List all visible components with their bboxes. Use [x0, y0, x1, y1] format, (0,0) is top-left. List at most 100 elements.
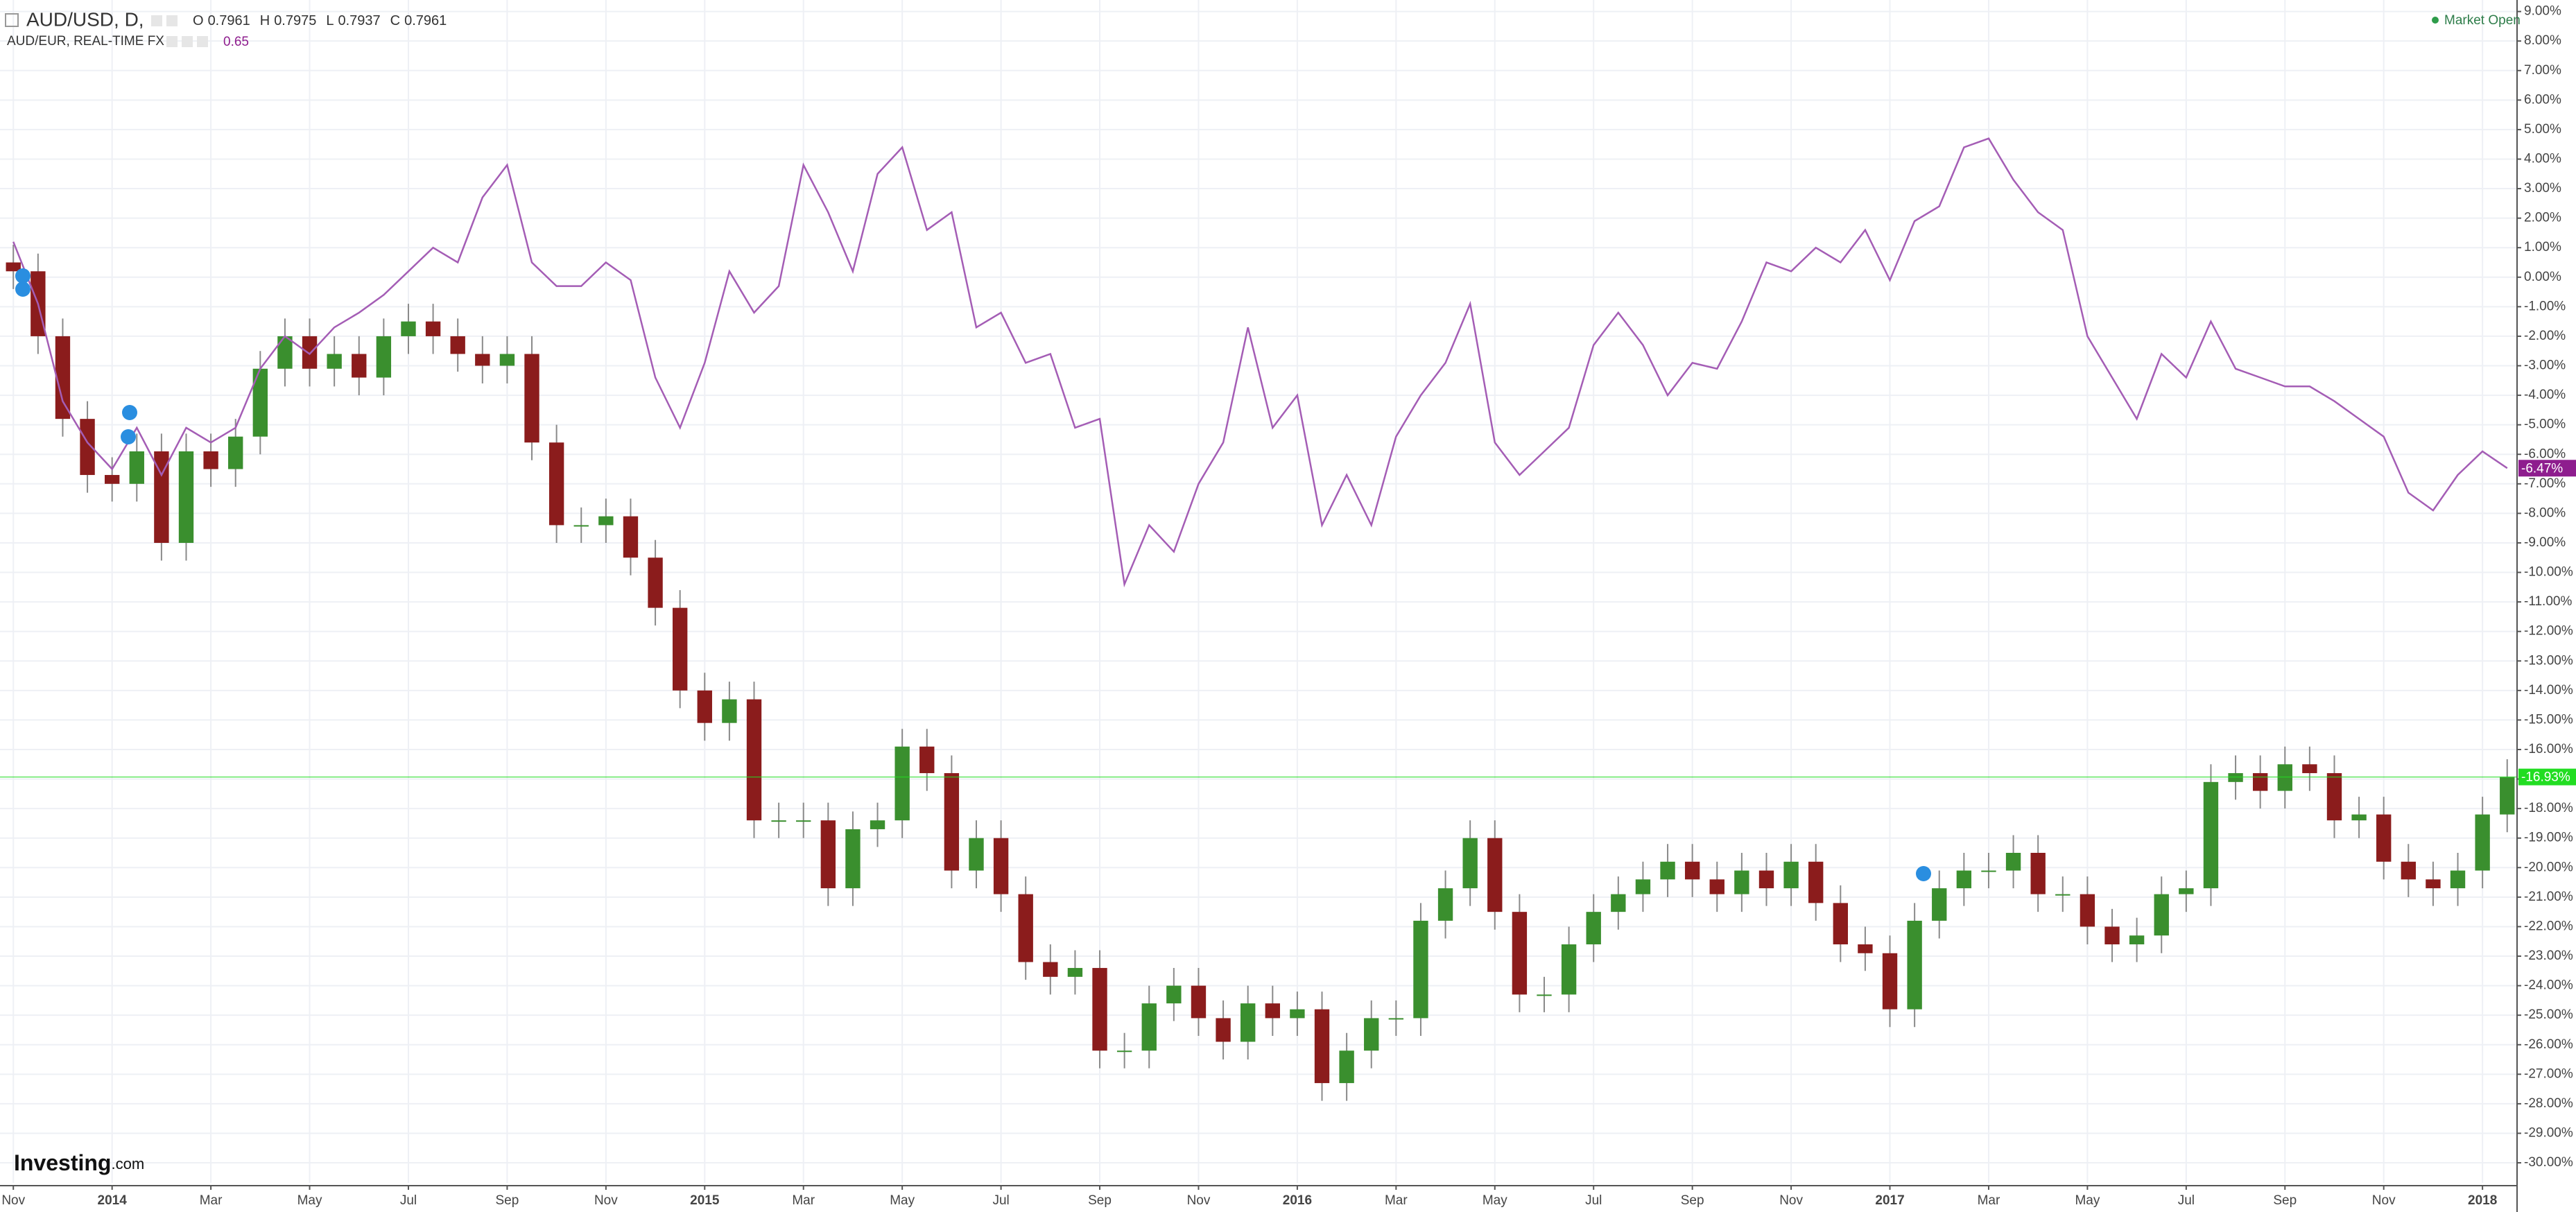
- candle-body: [1907, 920, 1922, 1010]
- candle-body: [2426, 879, 2441, 889]
- settings-icon[interactable]: [151, 15, 162, 26]
- event-marker[interactable]: [122, 405, 137, 420]
- y-tick-label: -22.00%: [2524, 919, 2573, 933]
- candle-body: [401, 321, 416, 336]
- compare-symbol: AUD/EUR, REAL-TIME FX: [7, 34, 164, 49]
- y-tick-label: 6.00%: [2524, 92, 2561, 107]
- x-tick-label: Jul: [1585, 1193, 1602, 1208]
- y-tick-label: 2.00%: [2524, 211, 2561, 225]
- ohlc: O 0.7961 H 0.7975 L 0.7937 C 0.7961: [193, 13, 447, 28]
- candle-body: [6, 262, 21, 272]
- candle-body: [2129, 935, 2145, 944]
- candle-body: [1611, 894, 1626, 912]
- x-tick-label: 2018: [2468, 1193, 2497, 1208]
- candle-body: [228, 436, 243, 469]
- candle-body: [1437, 888, 1453, 921]
- y-tick-label: 9.00%: [2524, 4, 2561, 19]
- settings-icon[interactable]: [166, 36, 178, 47]
- y-tick-label: -24.00%: [2524, 978, 2573, 993]
- x-tick-label: 2017: [1875, 1193, 1904, 1208]
- y-tick-label: -7.00%: [2524, 476, 2566, 491]
- x-tick-label: 2015: [690, 1193, 720, 1208]
- x-tick-label: Mar: [1978, 1193, 2000, 1208]
- x-tick-label: Sep: [2273, 1193, 2297, 1208]
- candle-body: [722, 699, 737, 723]
- candle-body: [327, 354, 342, 369]
- market-status: Market Open: [2444, 13, 2521, 28]
- candle-body: [2376, 814, 2392, 862]
- candle-body: [623, 516, 639, 558]
- event-marker[interactable]: [15, 282, 31, 297]
- candle-body: [1364, 1018, 1379, 1051]
- status-dot: [2432, 17, 2439, 24]
- candle-body: [1265, 1003, 1280, 1019]
- candle-body: [870, 820, 885, 829]
- compare-value: 0.65: [223, 35, 249, 49]
- x-tick-label: Mar: [200, 1193, 223, 1208]
- y-tick-label: -12.00%: [2524, 624, 2573, 639]
- x-tick-label: Sep: [496, 1193, 519, 1208]
- candle-body: [1858, 944, 1873, 953]
- last-value-label: -6.47%: [2521, 461, 2563, 476]
- x-tick-label: Nov: [1779, 1193, 1803, 1208]
- y-tick-label: -18.00%: [2524, 801, 2573, 815]
- candle-body: [845, 829, 861, 889]
- candle-body: [1561, 944, 1577, 995]
- symbol: AUD/USD, D,: [26, 8, 144, 30]
- candle-body: [178, 451, 194, 543]
- compare-line: [12, 137, 2508, 588]
- candle-body: [1932, 888, 1947, 921]
- ohlc-label: O: [193, 13, 204, 28]
- y-tick-label: -29.00%: [2524, 1125, 2573, 1140]
- candle-body: [1512, 912, 1528, 995]
- y-tick-label: -30.00%: [2524, 1155, 2573, 1170]
- candle-body: [1833, 903, 1848, 944]
- y-tick-label: -5.00%: [2524, 417, 2566, 432]
- candle-body: [548, 442, 564, 526]
- event-marker[interactable]: [121, 429, 136, 444]
- candle-body: [1241, 1003, 1256, 1042]
- candle-body: [2080, 894, 2095, 927]
- y-tick-label: 0.00%: [2524, 270, 2561, 284]
- candle-body: [2351, 814, 2367, 821]
- y-tick-label: -13.00%: [2524, 653, 2573, 668]
- candle-body: [2401, 861, 2417, 880]
- candle-body: [203, 451, 218, 469]
- candle-body: [2104, 926, 2120, 944]
- candle-body: [80, 419, 95, 476]
- y-tick-label: -15.00%: [2524, 712, 2573, 727]
- candle-body: [894, 746, 910, 821]
- candle-body: [2154, 894, 2169, 936]
- candle-body: [1166, 985, 1182, 1004]
- y-tick-label: 1.00%: [2524, 240, 2561, 254]
- x-tick-label: Sep: [1681, 1193, 1704, 1208]
- x-tick-label: Nov: [1, 1193, 25, 1208]
- ohlc-label: H: [260, 13, 270, 28]
- candle-body: [1388, 1018, 1404, 1020]
- candle-body: [573, 525, 589, 527]
- event-marker[interactable]: [15, 268, 31, 284]
- y-tick-label: -23.00%: [2524, 949, 2573, 963]
- last-value-box: [2518, 768, 2576, 786]
- settings-icon[interactable]: [166, 15, 178, 26]
- candle-body: [1586, 912, 1601, 944]
- x-tick-label: Mar: [1385, 1193, 1408, 1208]
- ohlc-value: 0.7975: [274, 13, 316, 28]
- ohlc-label: C: [390, 13, 400, 28]
- y-tick-label: 4.00%: [2524, 151, 2561, 166]
- collapse-icon[interactable]: [5, 13, 19, 27]
- event-marker[interactable]: [1916, 866, 1931, 881]
- candle-body: [648, 557, 663, 608]
- settings-icon[interactable]: [182, 36, 193, 47]
- grid: [0, 0, 2517, 1183]
- candle-body: [820, 820, 836, 889]
- candle-body: [1043, 962, 1058, 977]
- candle-body: [475, 354, 490, 366]
- candle-body: [771, 820, 786, 822]
- candle-body: [2302, 764, 2317, 774]
- settings-icon[interactable]: [197, 36, 208, 47]
- candle-body: [1808, 861, 1824, 903]
- markers: [15, 268, 1931, 881]
